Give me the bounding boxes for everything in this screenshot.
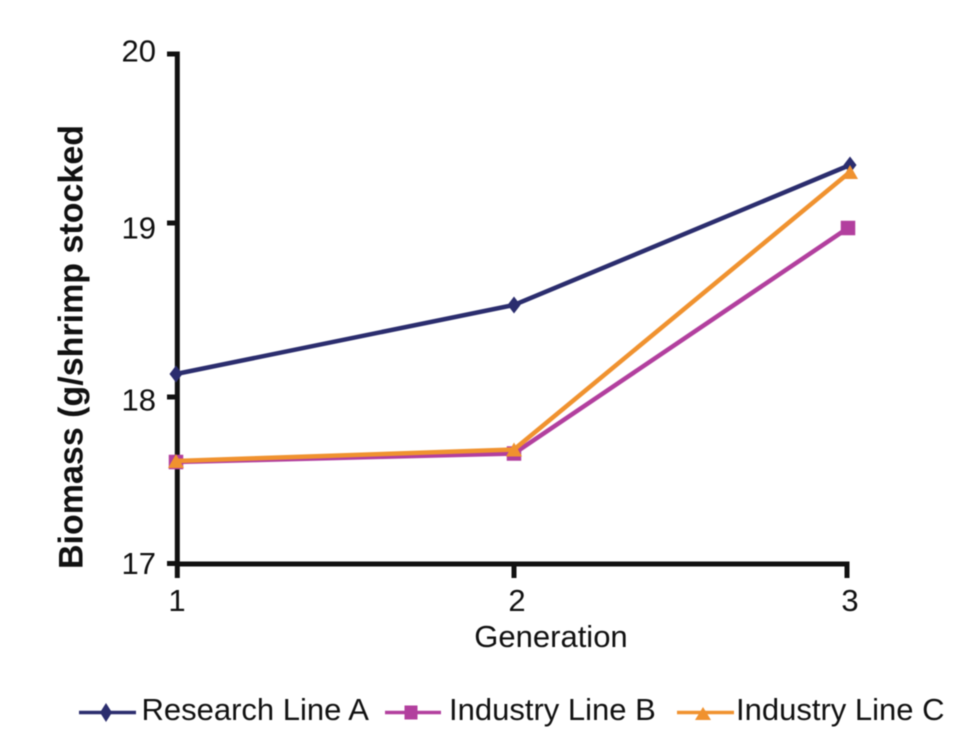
svg-text:17: 17 <box>122 546 156 581</box>
svg-text:Biomass (g/shrimp stocked: Biomass (g/shrimp stocked <box>53 125 91 569</box>
svg-text:19: 19 <box>122 211 156 246</box>
svg-text:3: 3 <box>841 583 858 618</box>
svg-text:Industry Line B: Industry Line B <box>449 692 656 727</box>
svg-text:1: 1 <box>168 583 185 618</box>
svg-text:2: 2 <box>508 583 525 618</box>
svg-text:Generation: Generation <box>474 619 627 654</box>
svg-text:Industry Line C: Industry Line C <box>736 692 945 727</box>
svg-text:18: 18 <box>122 383 156 418</box>
svg-text:20: 20 <box>122 34 156 69</box>
svg-text:Research Line A: Research Line A <box>142 692 370 727</box>
